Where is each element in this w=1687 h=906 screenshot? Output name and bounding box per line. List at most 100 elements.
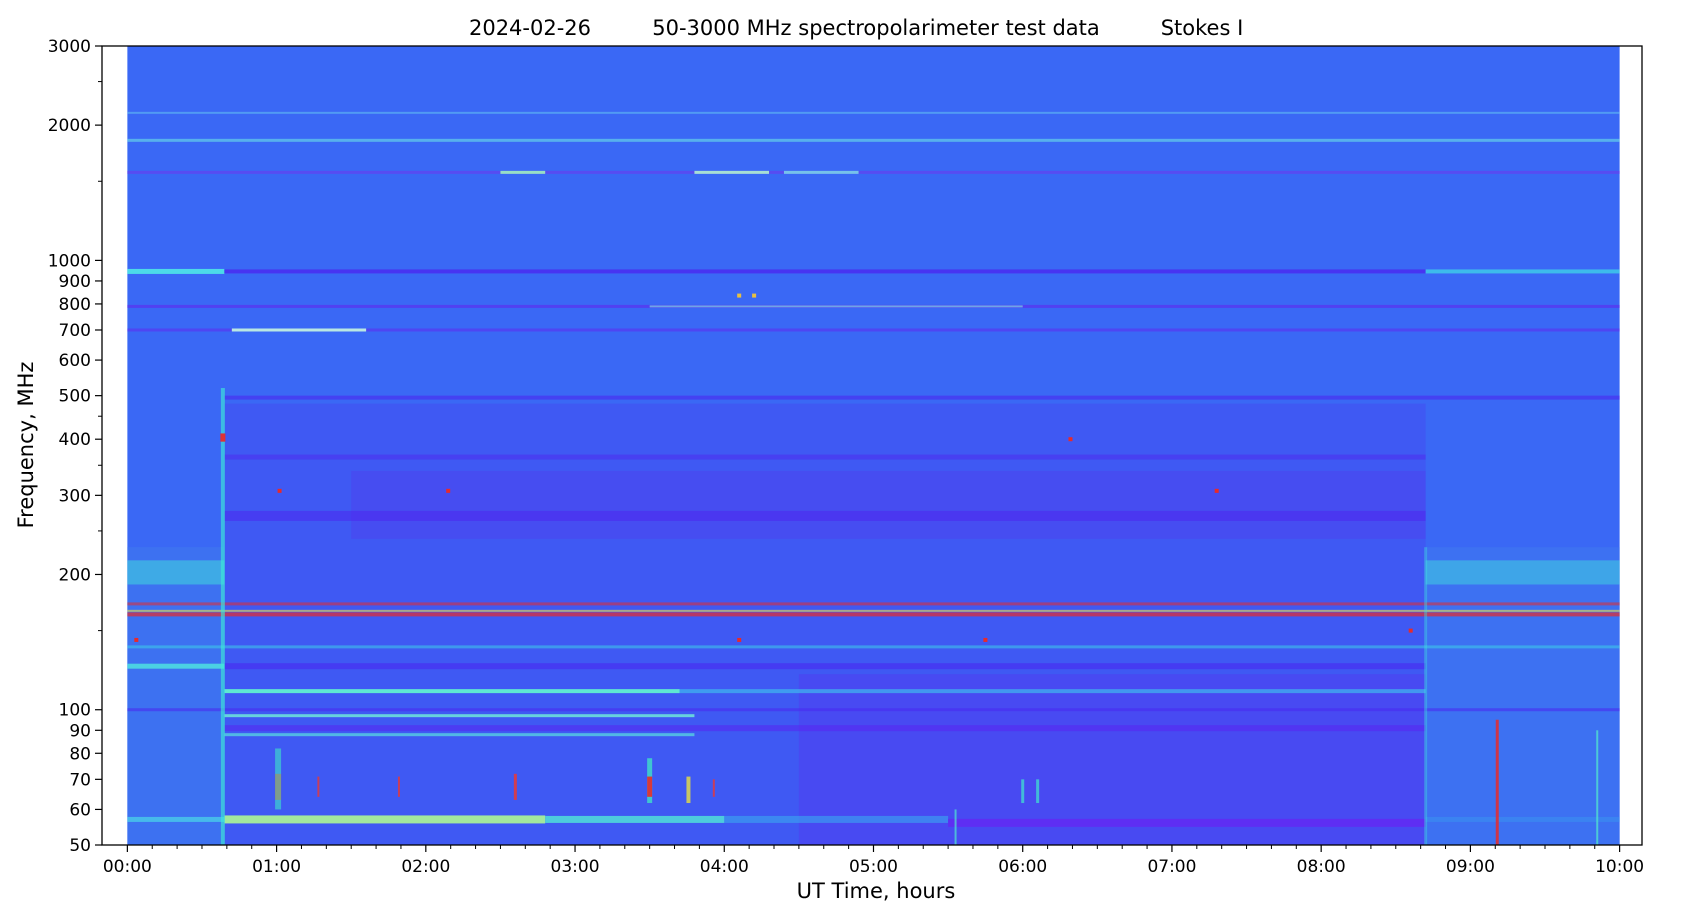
burst-feature <box>712 779 715 797</box>
spectrogram-background <box>127 46 1620 845</box>
y-tick-label: 60 <box>69 800 91 820</box>
burst-feature <box>1596 730 1599 845</box>
emission-band <box>127 602 1620 606</box>
burst-feature <box>317 776 320 797</box>
hot-spot <box>983 637 988 642</box>
y-tick-label: 80 <box>69 744 91 764</box>
emission-band <box>1425 816 1620 822</box>
emission-band <box>127 612 1620 617</box>
y-tick-label: 500 <box>59 387 91 407</box>
x-tick-label: 04:00 <box>700 857 749 877</box>
emission-band <box>127 268 225 274</box>
chart-title-main: 50-3000 MHz spectropolarimeter test data <box>652 16 1100 40</box>
emission-band <box>127 138 1620 142</box>
y-tick-label: 2000 <box>48 116 91 136</box>
burst-feature <box>1495 719 1499 845</box>
y-tick-label: 800 <box>59 295 91 315</box>
hot-spot <box>446 488 451 493</box>
burst-feature <box>954 809 957 845</box>
x-tick-label: 10:00 <box>1595 857 1644 877</box>
emission-band <box>224 454 1426 460</box>
emission-band <box>500 170 546 174</box>
burst-feature <box>1021 779 1025 804</box>
emission-band <box>127 816 225 822</box>
emission-band <box>224 663 1426 670</box>
hot-spot <box>277 488 282 493</box>
emission-band <box>127 708 1620 712</box>
spectrogram-region <box>224 403 1426 845</box>
emission-band <box>1425 269 1620 274</box>
y-tick-label: 700 <box>59 321 91 341</box>
emission-band <box>224 510 1426 521</box>
x-tick-label: 02:00 <box>401 857 450 877</box>
y-tick-label: 400 <box>59 430 91 450</box>
emission-band <box>127 328 1620 332</box>
burst-feature <box>513 773 517 800</box>
emission-band <box>783 170 859 174</box>
burst-feature <box>397 776 400 797</box>
burst-feature <box>647 776 653 797</box>
burst-feature <box>220 433 226 442</box>
spectrogram-region <box>1425 560 1620 585</box>
spectrogram-region <box>127 547 225 845</box>
x-tick-label: 07:00 <box>1147 857 1196 877</box>
hot-spot <box>752 293 757 298</box>
y-tick-label: 70 <box>69 770 91 790</box>
emission-band <box>224 689 680 694</box>
y-tick-label: 300 <box>59 486 91 506</box>
x-axis-title: UT Time, hours <box>797 879 956 903</box>
emission-band <box>948 818 1426 827</box>
spectrogram-region <box>127 560 225 585</box>
emission-band <box>224 395 1620 400</box>
y-tick-label: 100 <box>59 701 91 721</box>
spectrogram-region <box>1425 547 1620 845</box>
y-axis-title: Frequency, MHz <box>14 362 38 529</box>
y-tick-label: 200 <box>59 565 91 585</box>
y-tick-label: 50 <box>69 836 91 856</box>
y-tick-label: 90 <box>69 721 91 741</box>
hot-spot <box>1068 437 1073 442</box>
emission-band <box>127 663 225 669</box>
emission-band <box>545 815 725 823</box>
x-tick-label: 05:00 <box>849 857 898 877</box>
emission-band <box>127 609 1620 612</box>
emission-band <box>231 328 367 332</box>
chart-title-date: 2024-02-26 <box>469 16 591 40</box>
spectrogram-region <box>351 470 1426 539</box>
x-tick-label: 08:00 <box>1297 857 1346 877</box>
emission-band <box>224 269 1426 274</box>
x-tick-label: 03:00 <box>551 857 600 877</box>
emission-band <box>694 170 770 174</box>
y-tick-label: 3000 <box>48 37 91 57</box>
emission-band <box>127 170 1620 174</box>
chart-title-stokes: Stokes I <box>1161 16 1244 40</box>
plot-frame <box>101 45 1643 846</box>
y-tick-label: 900 <box>59 272 91 292</box>
emission-band <box>224 815 546 824</box>
burst-feature <box>686 776 691 804</box>
burst-feature <box>1424 547 1428 845</box>
spectrogram-heatmap <box>127 46 1620 845</box>
emission-band <box>649 305 1023 308</box>
x-tick-label: 09:00 <box>1446 857 1495 877</box>
emission-band <box>679 689 1426 694</box>
hot-spot <box>1408 628 1413 633</box>
emission-band <box>724 815 949 823</box>
burst-feature <box>220 388 225 845</box>
emission-band <box>224 733 695 737</box>
y-tick-label: 600 <box>59 351 91 371</box>
emission-band <box>127 645 1620 649</box>
x-tick-label: 00:00 <box>103 857 152 877</box>
hot-spot <box>737 293 742 298</box>
emission-band <box>127 111 1620 114</box>
x-axis: 00:00 01:00 02:00 03:00 04:00 05:00 06:00 07:00… <box>103 845 1644 877</box>
emission-band <box>224 714 695 718</box>
hot-spot <box>134 637 139 642</box>
y-tick-label: 1000 <box>48 251 91 271</box>
emission-band <box>224 725 1426 732</box>
x-tick-label: 06:00 <box>998 857 1047 877</box>
x-tick-label: 01:00 <box>252 857 301 877</box>
hot-spot <box>737 637 742 642</box>
